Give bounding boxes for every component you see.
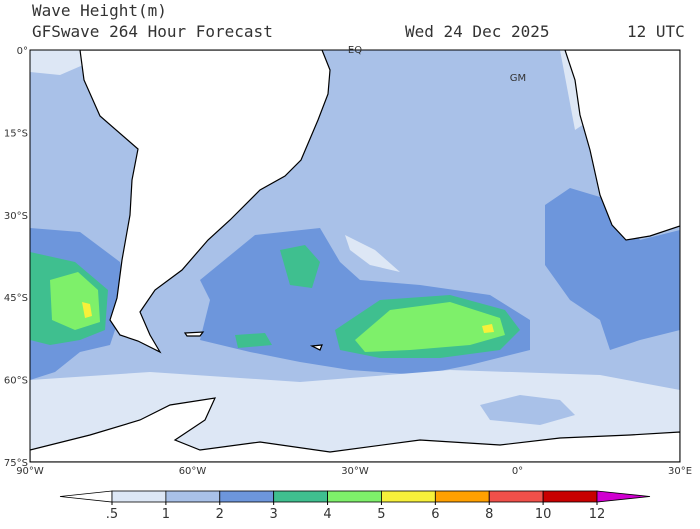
colorbar-under xyxy=(59,490,113,503)
lat-label: 45°S xyxy=(4,293,28,304)
lat-label: 75°S xyxy=(4,458,28,469)
colorbar-label: 8 xyxy=(485,507,493,522)
lon-label: 0° xyxy=(512,466,523,477)
wave-zone xyxy=(480,395,575,425)
colorbar-bin xyxy=(273,490,328,503)
colorbar-bin xyxy=(381,490,436,503)
lat-label: 0° xyxy=(17,46,28,57)
wave-zone xyxy=(82,302,92,318)
map-frame xyxy=(29,49,681,463)
map: EQ GM xyxy=(29,45,681,463)
colorbar-label: 10 xyxy=(535,507,552,522)
wave-zone xyxy=(545,188,680,350)
colorbar-bin xyxy=(165,490,221,503)
axis-labels: 0° 15°S 30°S 45°S 60°S 75°S90°W 60°W 30°W 0° 30°E xyxy=(4,46,692,477)
greenwich-marker: GM xyxy=(510,73,526,84)
colorbar-bin xyxy=(111,490,167,503)
lat-label: 15°S xyxy=(4,128,28,139)
colorbar-bin xyxy=(488,490,544,503)
wave-zone xyxy=(355,302,505,352)
colorbar-bin xyxy=(434,490,490,503)
colorbar-bin xyxy=(542,490,598,503)
date: Wed 24 Dec 2025 xyxy=(405,22,550,41)
south-america xyxy=(79,50,331,354)
colorbar-label: 3 xyxy=(270,507,278,522)
wave-zone xyxy=(280,245,320,288)
wave-zone xyxy=(482,324,494,333)
colorbar-label: 6 xyxy=(431,507,439,522)
colorbar-label: .5 xyxy=(106,507,118,522)
subtitle: GFSwave 264 Hour Forecast xyxy=(32,22,273,41)
colorbar-label: 5 xyxy=(377,507,385,522)
lat-label: 30°S xyxy=(4,211,28,222)
colorbar-over xyxy=(596,490,651,503)
wave-zone xyxy=(235,333,272,348)
antarctica xyxy=(30,397,680,462)
colorbar-bin xyxy=(327,490,382,503)
calm-zone xyxy=(30,370,680,462)
colorbar-label: 12 xyxy=(589,507,606,522)
lon-label: 30°W xyxy=(341,466,369,477)
lon-label: 60°W xyxy=(179,466,207,477)
colorbar-label: 1 xyxy=(162,507,170,522)
equator-marker: EQ xyxy=(348,45,362,56)
calm-zone xyxy=(30,50,95,75)
time: 12 UTC xyxy=(627,22,685,41)
lon-label: 90°W xyxy=(16,466,44,477)
colorbar-label: 2 xyxy=(216,507,224,522)
calm-zone xyxy=(345,235,400,272)
title: Wave Height(m) xyxy=(32,1,167,20)
lat-label: 60°S xyxy=(4,376,28,387)
colorbar-bin xyxy=(219,490,275,503)
islands xyxy=(183,331,323,351)
africa xyxy=(564,50,680,241)
lon-label: 30°E xyxy=(668,466,692,477)
colorbar: .5 1 2 3 4 5 6 8 10 12 xyxy=(59,490,651,522)
colorbar-label: 4 xyxy=(323,507,331,522)
